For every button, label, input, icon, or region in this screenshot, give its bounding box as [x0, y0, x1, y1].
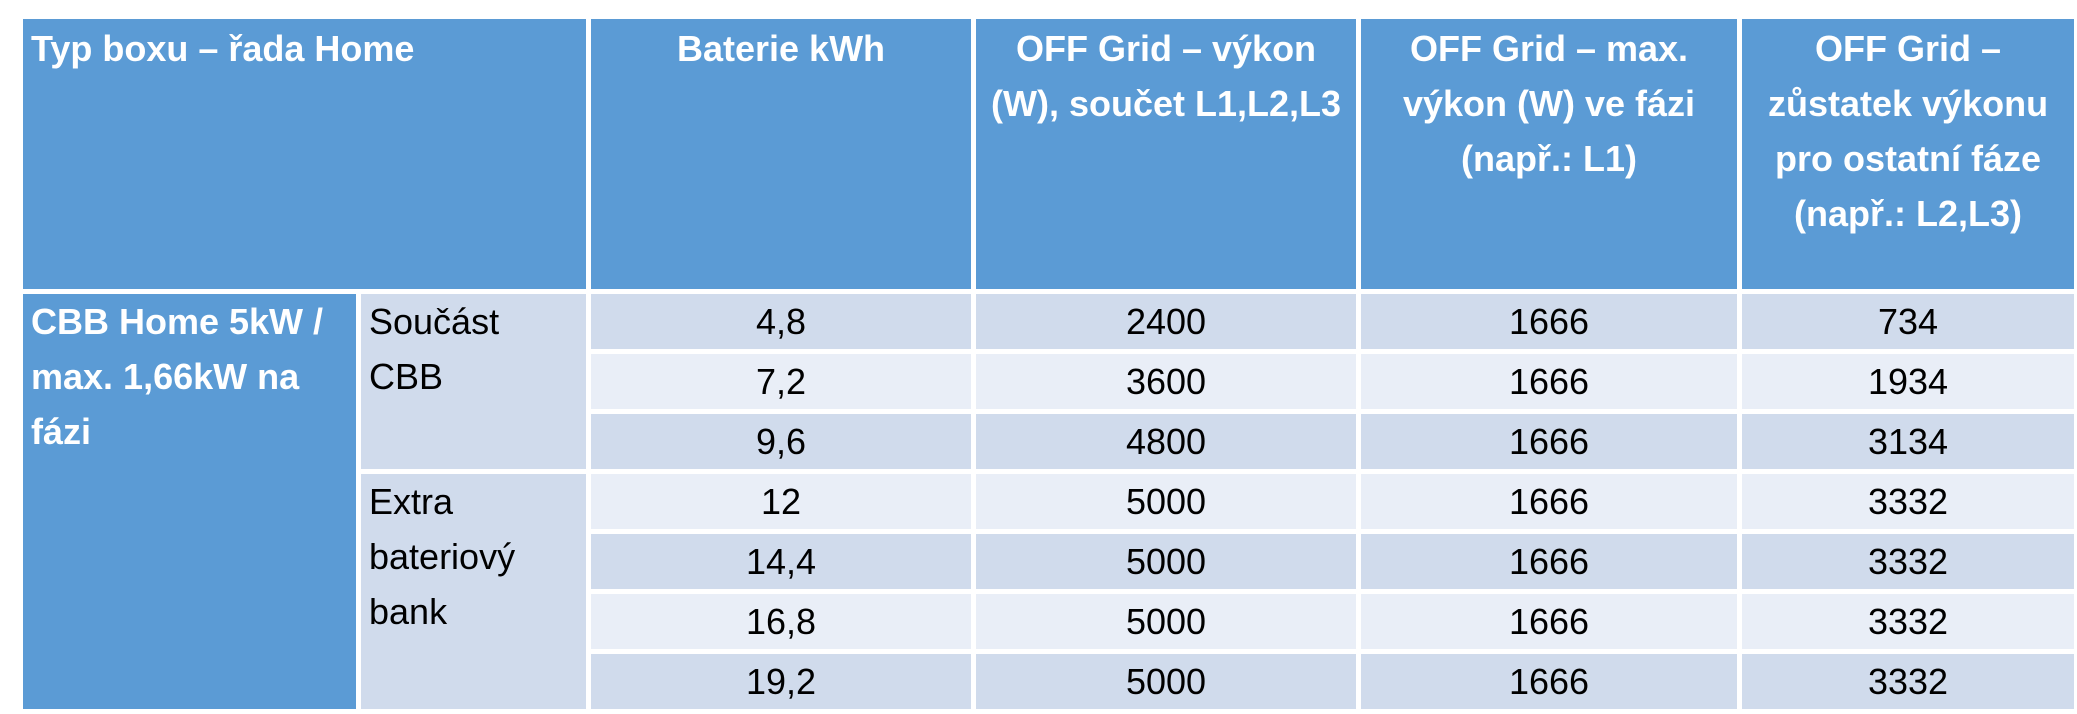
table-row: 14,4 5000 1666 3332: [23, 534, 2075, 589]
value-cell: 12: [591, 474, 972, 529]
value-cell: 1666: [1361, 414, 1738, 469]
value-cell: 3332: [1742, 474, 2075, 529]
value-cell: 5000: [976, 654, 1357, 709]
table-row: 19,2 5000 1666 3332: [23, 654, 2075, 709]
value-cell: 16,8: [591, 594, 972, 649]
header-cell: OFF Grid – zůstatek výkonu pro ostatní f…: [1742, 19, 2075, 289]
subgroup-cell: Extra bateriový bank: [361, 474, 587, 709]
value-cell: 4,8: [591, 294, 972, 349]
value-cell: 2400: [976, 294, 1357, 349]
table-row: 16,8 5000 1666 3332: [23, 594, 2075, 649]
value-cell: 1666: [1361, 294, 1738, 349]
table-row: 7,2 3600 1666 1934: [23, 354, 2075, 409]
value-cell: 3332: [1742, 534, 2075, 589]
value-cell: 1666: [1361, 354, 1738, 409]
value-cell: 1666: [1361, 594, 1738, 649]
value-cell: 3332: [1742, 594, 2075, 649]
value-cell: 5000: [976, 594, 1357, 649]
table-body: CBB Home 5kW / max. 1,66kW na fázi Součás…: [23, 294, 2075, 709]
header-cell: OFF Grid – výkon (W), součet L1,L2,L3: [976, 19, 1357, 289]
table-row: CBB Home 5kW / max. 1,66kW na fázi Součás…: [23, 294, 2075, 709]
value-cell: 19,2: [591, 654, 972, 709]
table-row: 9,6 4800 1666 3134: [23, 414, 2075, 469]
value-cell: 734: [1742, 294, 2075, 349]
value-cell: 1934: [1742, 354, 2075, 409]
value-cell: 5000: [976, 474, 1357, 529]
subgroup-cell: Součást CBB: [361, 294, 587, 469]
value-cell: 3600: [976, 354, 1357, 409]
header-cell: Typ boxu – řada Home: [23, 19, 587, 289]
header-row: Typ boxu – řada Home Baterie kWh OFF Gri…: [23, 19, 2075, 289]
value-cell: 1666: [1361, 474, 1738, 529]
value-cell: 5000: [976, 534, 1357, 589]
table-row: Extra bateriový bank 12 5000 1666 3332: [23, 474, 2075, 709]
header-cell: OFF Grid – max. výkon (W) ve fázi (např.…: [1361, 19, 1738, 289]
value-cell: 3134: [1742, 414, 2075, 469]
value-cell: 4800: [976, 414, 1357, 469]
group-cell: CBB Home 5kW / max. 1,66kW na fázi: [23, 294, 356, 709]
value-cell: 1666: [1361, 654, 1738, 709]
battery-table: Typ boxu – řada Home Baterie kWh OFF Gri…: [18, 14, 2077, 714]
header-cell: Baterie kWh: [591, 19, 972, 289]
value-cell: 3332: [1742, 654, 2075, 709]
value-cell: 7,2: [591, 354, 972, 409]
value-cell: 14,4: [591, 534, 972, 589]
value-cell: 9,6: [591, 414, 972, 469]
value-cell: 1666: [1361, 534, 1738, 589]
